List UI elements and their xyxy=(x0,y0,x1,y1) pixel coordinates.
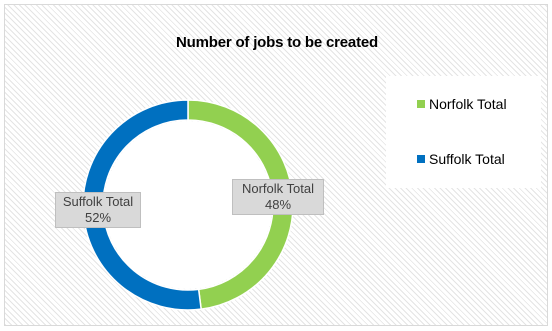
data-label-norfolk: Norfolk Total 48% xyxy=(232,179,324,215)
donut-slice-suffolk xyxy=(82,99,202,311)
chart-area: Number of jobs to be created Norfolk Tot… xyxy=(4,4,548,326)
data-label-suffolk-category: Suffolk Total xyxy=(62,194,134,209)
legend: Norfolk Total Suffolk Total xyxy=(386,76,541,188)
legend-swatch-norfolk xyxy=(417,100,425,108)
legend-label-suffolk: Suffolk Total xyxy=(429,151,505,167)
legend-item-suffolk: Suffolk Total xyxy=(417,151,505,167)
data-label-norfolk-category: Norfolk Total xyxy=(241,181,314,196)
legend-item-norfolk: Norfolk Total xyxy=(417,96,507,112)
donut-hole xyxy=(104,121,272,289)
legend-label-norfolk: Norfolk Total xyxy=(429,96,507,112)
donut-chart xyxy=(82,99,294,311)
data-label-norfolk-value: 48% xyxy=(264,197,292,212)
data-label-suffolk-value: 52% xyxy=(84,210,112,225)
data-label-suffolk: Suffolk Total 52% xyxy=(55,192,141,228)
legend-swatch-suffolk xyxy=(417,155,425,163)
chart-title: Number of jobs to be created xyxy=(176,34,378,51)
